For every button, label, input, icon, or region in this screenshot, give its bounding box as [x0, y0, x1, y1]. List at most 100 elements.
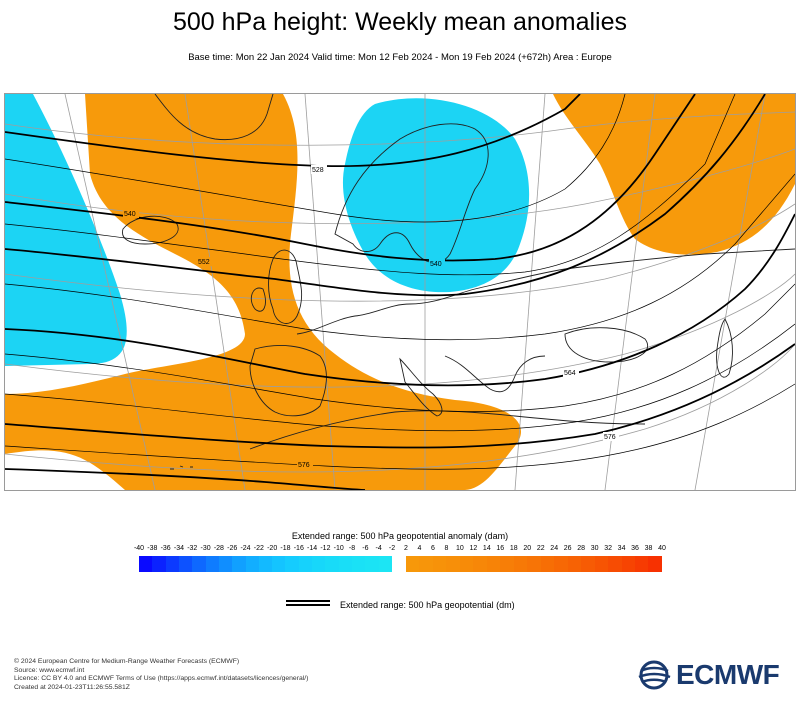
continent-coast [296, 248, 795, 335]
negative-colorbar [139, 556, 392, 572]
colorbar-tick-label: 38 [644, 545, 653, 552]
contour-label: 576 [298, 462, 310, 469]
colorbar-tick-label: 16 [496, 545, 505, 552]
colorbar-swatch [312, 556, 326, 572]
colorbar-swatch [446, 556, 460, 572]
chart-title: 500 hPa height: Weekly mean anomalies [173, 8, 627, 36]
source-line: Source: www.ecmwf.int [14, 666, 85, 674]
colorbar-tick-label: -8 [348, 545, 356, 552]
colorbar-tick-label: -26 [227, 545, 238, 552]
colorbar-tick-label: 22 [536, 545, 545, 552]
colorbar-tick-label: 4 [417, 545, 422, 552]
colorbar-tick-label: -32 [187, 545, 198, 552]
ecmwf-logo-text: ECMWF [676, 659, 780, 690]
created-line: Created at 2024-01-23T11:26:55.581Z [14, 683, 130, 691]
colorbar-swatch [486, 556, 501, 572]
iberia-coast [249, 345, 327, 417]
colorbar-swatch [608, 556, 622, 572]
colorbar-tick-label: -34 [173, 545, 184, 552]
positive-anomaly-east [553, 94, 795, 255]
copyright-line: © 2024 European Centre for Medium-Range … [14, 658, 240, 665]
iceland-coast [122, 215, 179, 245]
colorbar-swatch [378, 556, 392, 572]
colorbar-swatch [621, 556, 635, 572]
colorbar-swatch [205, 556, 219, 572]
colorbar-tick-label: -24 [240, 545, 251, 552]
contour-label: 528 [312, 167, 324, 174]
colorbar-swatch [178, 556, 193, 572]
colorbar-swatch [527, 556, 541, 572]
colorbar-swatch [406, 556, 420, 572]
contour-label: 540 [124, 211, 136, 218]
colorbar-tick-label: 24 [550, 545, 559, 552]
colorbar-swatch [338, 556, 352, 572]
colorbar-tick-label: -12 [320, 545, 331, 552]
colorbar-tick-label: -18 [280, 545, 291, 552]
colorbar-swatch [258, 556, 273, 572]
colorbar-swatch [540, 556, 555, 572]
colorbar-tick-label: 14 [482, 545, 491, 552]
negative-anomaly-west [5, 94, 127, 366]
ecmwf-globe-icon [638, 660, 671, 690]
colorbar-tick-label: 10 [455, 545, 464, 552]
contour-label: 576 [604, 434, 616, 441]
colorbar-tick-label: -22 [253, 545, 264, 552]
colorbar-tick-label: 32 [604, 545, 612, 552]
colorbar-tick-label: 6 [430, 545, 435, 552]
positive-colorbar [406, 556, 662, 572]
anomaly-fills [5, 94, 795, 490]
colorbar-swatch [285, 556, 299, 572]
colorbar-tick-label: -38 [147, 545, 158, 552]
colorbar-tick-label: 26 [563, 545, 572, 552]
contour-label: 564 [564, 370, 576, 377]
colorbar-tick-label: -28 [213, 545, 224, 552]
colorbar-tick-label: -4 [375, 545, 382, 552]
british-isles-coast [250, 249, 303, 324]
colorbar-swatch [165, 556, 179, 572]
contour-labels: 540 552 528 540 564 576 576 [123, 165, 619, 469]
colorbar-swatch [192, 556, 206, 572]
colorbar-tick-label: -20 [267, 545, 278, 552]
colorbar-tick-label: 18 [509, 545, 518, 552]
colorbar-tick-label: 30 [590, 545, 599, 552]
colorbar-swatch [232, 556, 246, 572]
colorbar-swatch [365, 556, 379, 572]
colorbar-swatch [272, 556, 286, 572]
colorbar-tick-label: 40 [658, 545, 666, 552]
colorbar-swatch [500, 556, 514, 572]
contour-line-key [286, 600, 330, 606]
colorbar-swatch [245, 556, 259, 572]
colorbar-swatch [513, 556, 528, 572]
colorbar-swatch [648, 556, 662, 572]
thin-contours [5, 94, 795, 470]
black-sea-coast [564, 327, 648, 363]
colorbar-tick-label: 20 [523, 545, 532, 552]
italy-coast [399, 357, 443, 417]
map-canvas: 540 552 528 540 564 576 576 [5, 94, 795, 490]
licence-line: Licence: CC BY 4.0 and ECMWF Terms of Us… [14, 675, 309, 683]
greenland-coast [154, 94, 274, 141]
colorbar-tick-label: -30 [200, 545, 211, 552]
europe-map: 540 552 528 540 564 576 576 [4, 93, 796, 491]
colorbar-tick-label: -2 [388, 545, 396, 552]
colorbar-swatch [594, 556, 609, 572]
caspian-coast [716, 318, 733, 378]
colorbar-swatch [152, 556, 166, 572]
colorbar-swatch [139, 556, 153, 572]
colorbar-tick-label: 2 [404, 545, 408, 552]
colorbar-tick-label: -10 [333, 545, 344, 552]
anomaly-legend-title: Extended range: 500 hPa geopotential ano… [291, 531, 509, 541]
colorbar-tick-label: -16 [293, 545, 304, 552]
chart-subtitle: Base time: Mon 22 Jan 2024 Valid time: M… [188, 52, 612, 63]
colorbar-tick-label: 28 [577, 545, 586, 552]
colorbar-tick-label: -14 [307, 545, 318, 552]
colorbar-swatch [473, 556, 487, 572]
contour-legend-label: Extended range: 500 hPa geopotential (dm… [340, 600, 515, 610]
colorbar-tick-label: -40 [133, 545, 145, 552]
colorbar-swatch [325, 556, 339, 572]
colorbar-tick-label: -6 [362, 545, 369, 552]
colorbar-swatch [298, 556, 313, 572]
colorbar-swatch [554, 556, 568, 572]
ecmwf-logo: ECMWF [636, 659, 788, 692]
colorbar-tick-label: 8 [444, 545, 449, 552]
